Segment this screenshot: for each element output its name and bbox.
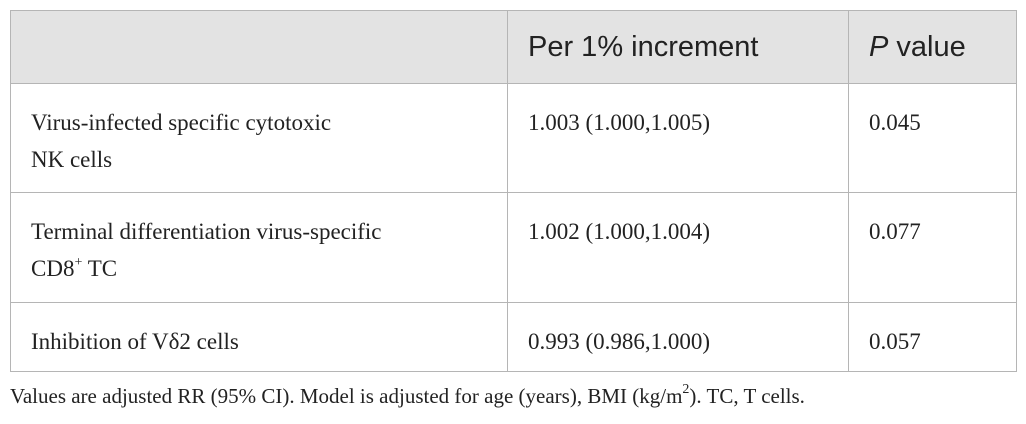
cell: Terminal differentiation virus-specific C… [10, 192, 508, 303]
cell: 0.057 [848, 302, 1017, 372]
superscript: 2 [682, 382, 690, 397]
row: Inhibition of Vδ2 cells 0.993 (0.986,1.0… [10, 302, 1017, 372]
cell: 1.002 (1.000,1.004) [507, 192, 849, 303]
label-line: Terminal differentiation virus-specific [31, 219, 382, 244]
header-row: Per 1% increment P value [10, 10, 1017, 84]
footnote: Values are adjusted RR (95% CI). Model i… [10, 382, 805, 409]
header-cell [10, 10, 508, 84]
header-cell: Per 1% increment [507, 10, 849, 84]
header-text: P [869, 30, 889, 63]
row: Virus-infected specific cytotoxic NK cell… [10, 83, 1017, 193]
results-table: Per 1% increment P value Virus-infected … [10, 10, 1017, 372]
footnote-text: Values are adjusted RR (95% CI). Model i… [10, 384, 683, 408]
label-text: TC [82, 256, 118, 281]
cell: 1.003 (1.000,1.005) [507, 83, 849, 193]
footnote-text: ). TC, T cells. [689, 384, 805, 408]
row: Terminal differentiation virus-specific C… [10, 192, 1017, 303]
cell: 0.993 (0.986,1.000) [507, 302, 849, 372]
cell: Virus-infected specific cytotoxic NK cell… [10, 83, 508, 193]
cell: 0.045 [848, 83, 1017, 193]
label-line: Inhibition of Vδ2 cells [31, 329, 239, 354]
superscript: + [74, 255, 83, 270]
header-cell: P value [848, 10, 1017, 84]
cell: 0.077 [848, 192, 1017, 303]
label-line: CD8+ TC [31, 250, 487, 287]
label-line: NK cells [31, 147, 113, 172]
cell: Inhibition of Vδ2 cells [10, 302, 508, 372]
label-text: CD8 [31, 256, 75, 281]
header-text: value [888, 30, 966, 63]
label-line: Virus-infected specific cytotoxic [31, 110, 332, 135]
